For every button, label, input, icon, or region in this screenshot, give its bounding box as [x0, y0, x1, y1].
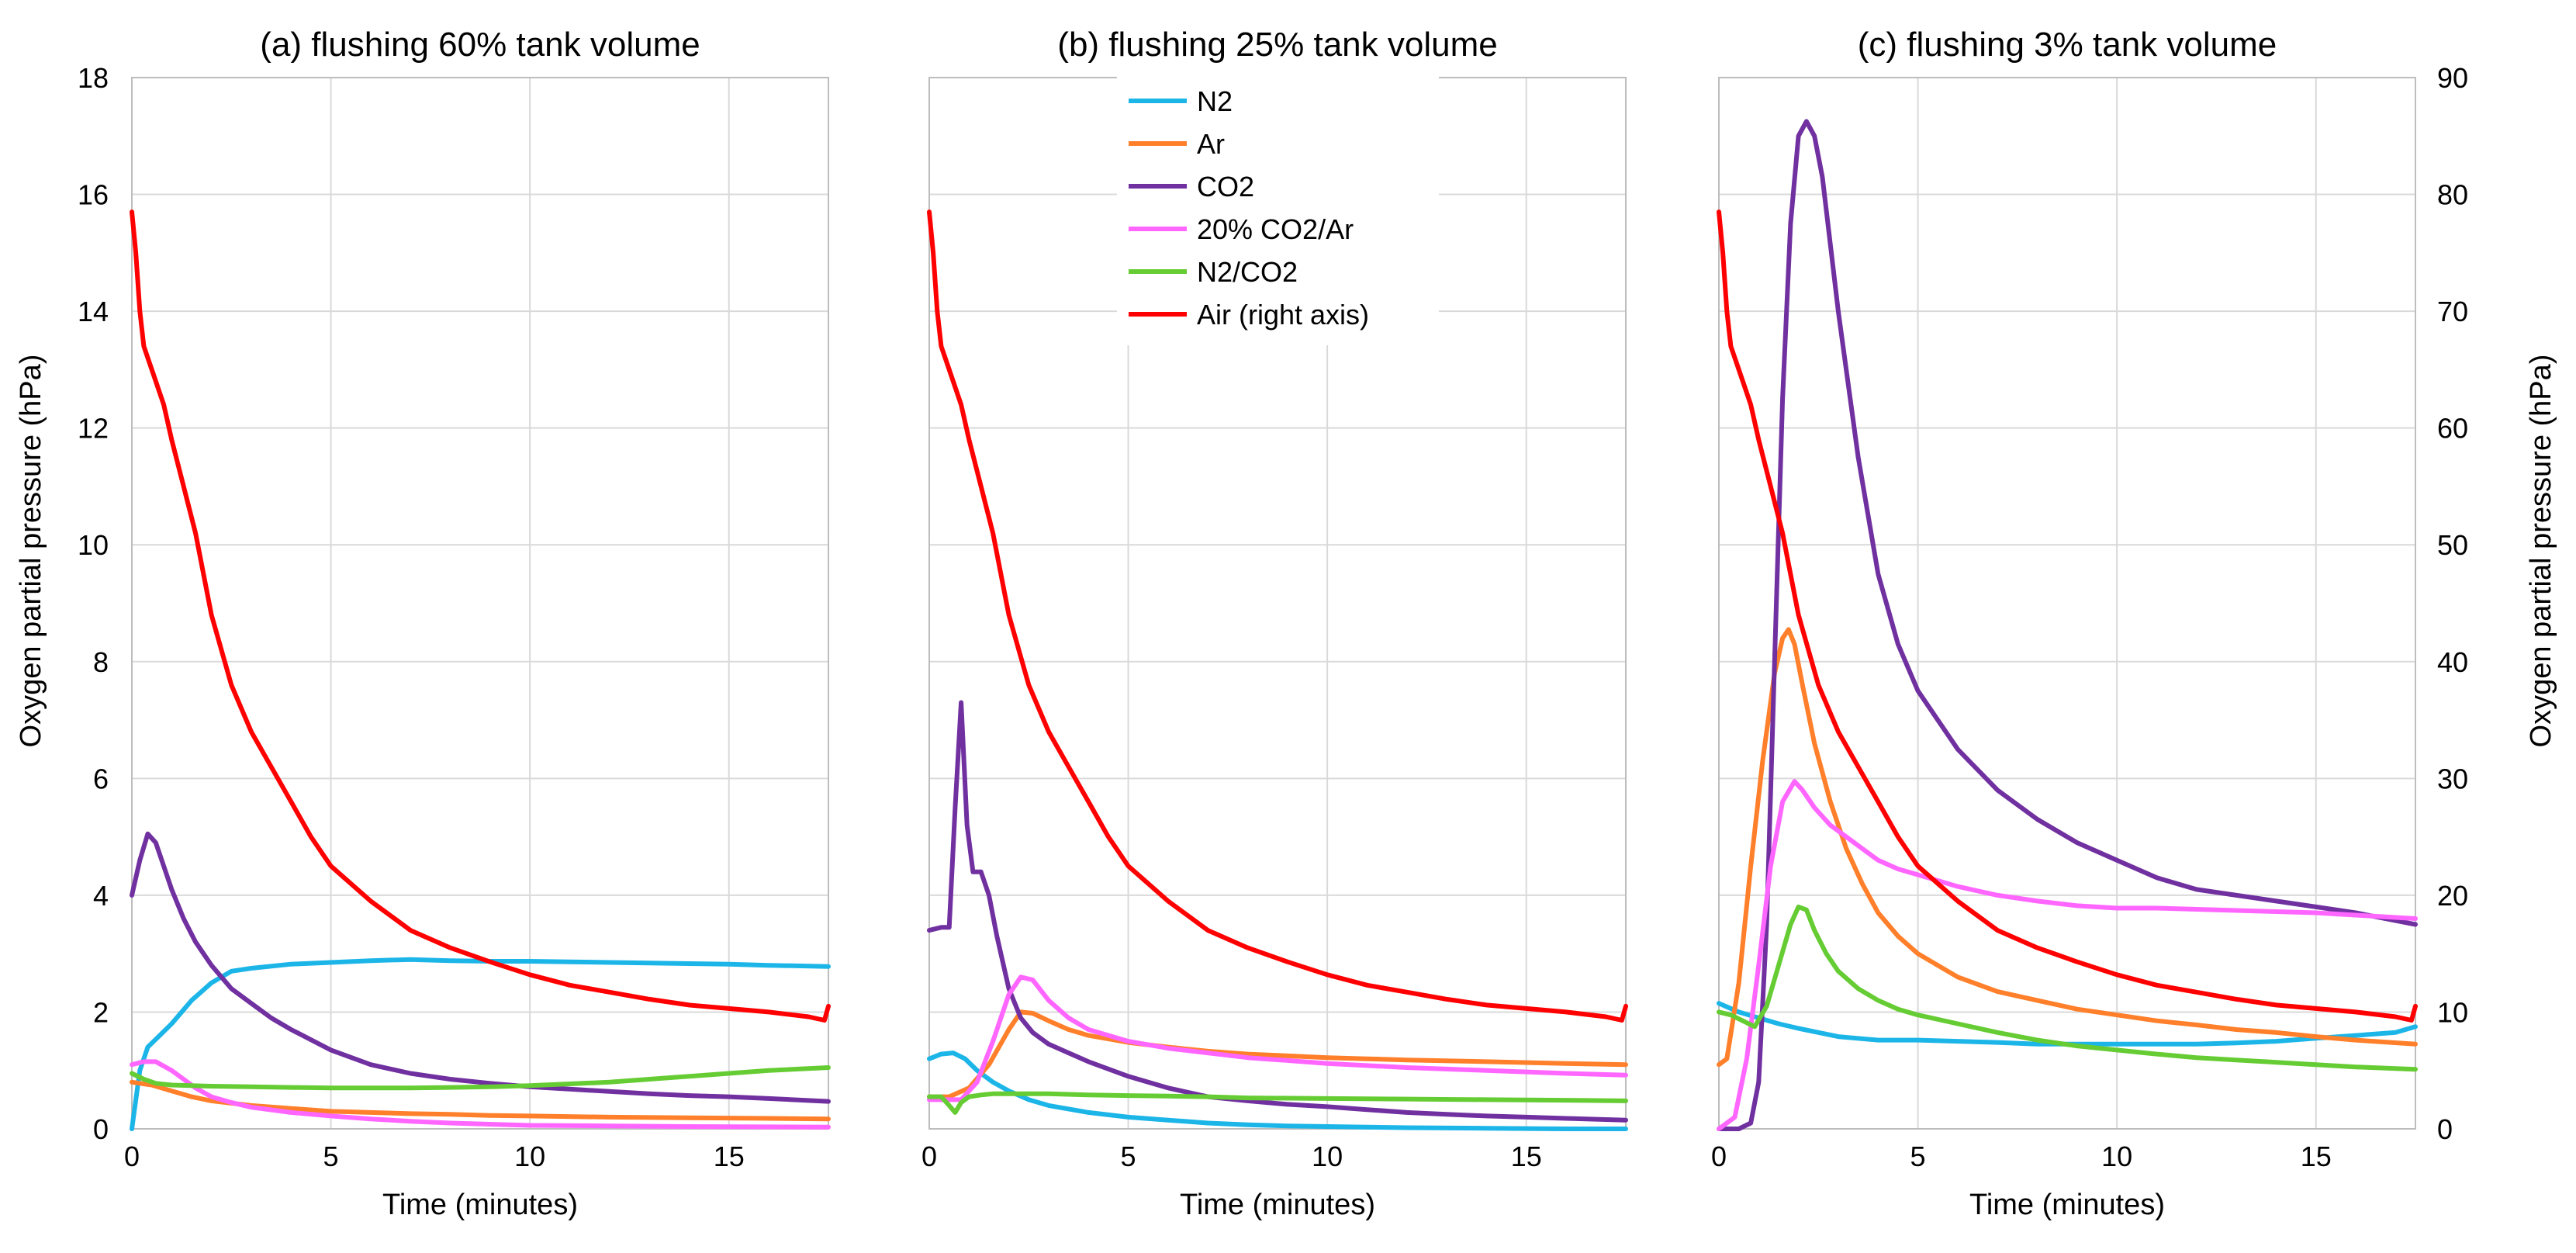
series-line-co2 — [927, 700, 1628, 1123]
series-line-air — [927, 209, 1628, 1023]
x-axis-label: Time (minutes) — [1180, 1189, 1375, 1221]
panel-3: (c) flushing 3% tank volume 0 5 10 15 Time (m… — [1711, 26, 2468, 1221]
x-tick-label: 15 — [1511, 1141, 1542, 1172]
y-tick-label-right: 60 — [2437, 413, 2468, 445]
y-tick-label-right: 20 — [2437, 880, 2468, 912]
y-tick-label-left: 6 — [93, 763, 109, 794]
panel-title: (b) flushing 25% tank volume — [1057, 26, 1497, 64]
x-axis-label: Time (minutes) — [1969, 1189, 2165, 1221]
legend-background — [1117, 74, 1439, 345]
series-line-n2 — [1717, 1001, 2418, 1047]
series-line-co2ar — [130, 1059, 831, 1130]
x-tick-label: 10 — [2101, 1141, 2132, 1172]
x-tick-label: 0 — [124, 1141, 140, 1172]
series-line-co2ar — [927, 974, 1628, 1102]
series-line-n2 — [130, 957, 831, 1131]
series-line-n2co2 — [130, 1065, 831, 1091]
series-line-ar — [927, 1009, 1628, 1099]
x-tick-label: 5 — [1121, 1141, 1136, 1172]
y-tick-label-left: 8 — [93, 646, 109, 678]
series-line-n2co2 — [927, 1091, 1628, 1115]
x-tick-label: 0 — [1711, 1141, 1727, 1172]
series-line-n2 — [927, 1051, 1628, 1131]
series-line-co2 — [1717, 119, 2418, 1131]
y-tick-label-right: 40 — [2437, 646, 2468, 678]
y-tick-label-right: 0 — [2437, 1113, 2453, 1145]
y-tick-label-left: 2 — [93, 996, 109, 1028]
series-line-air — [1717, 209, 2418, 1023]
panels: (a) flushing 60% tank volume 0 5 10 15 Time (… — [78, 26, 2468, 1221]
plot-frame — [1718, 77, 2416, 1130]
x-tick-label: 5 — [323, 1141, 339, 1172]
y-tick-label-left: 4 — [93, 880, 109, 912]
y-tick-label-left: 16 — [78, 179, 109, 211]
y-tick-label-right: 50 — [2437, 529, 2468, 561]
x-tick-label: 15 — [714, 1141, 745, 1172]
y-tick-label-right: 90 — [2437, 62, 2468, 94]
y-axis-label-left: Oxygen partial pressure (hPa) — [15, 355, 47, 748]
legend: N2 Ar CO2 20% CO2/Ar N2/CO2 Air (right axis) — [1117, 74, 1439, 345]
series-line-co2 — [130, 831, 831, 1104]
series-line-n2co2 — [1717, 904, 2418, 1072]
y-tick-label-left: 10 — [78, 529, 109, 561]
panel-title: (a) flushing 60% tank volume — [260, 26, 700, 64]
x-tick-label: 10 — [514, 1141, 545, 1172]
legend-entry: 20% CO2/Ar — [1197, 213, 1354, 245]
series-line-co2ar — [1717, 779, 2418, 1131]
y-axis-label-right: Oxygen partial pressure (hPa) — [2525, 355, 2557, 748]
panel-title: (c) flushing 3% tank volume — [1858, 26, 2277, 64]
series-line-air — [130, 209, 831, 1023]
x-tick-label: 5 — [1910, 1141, 1926, 1172]
y-tick-label-left: 0 — [93, 1113, 109, 1145]
x-tick-label: 10 — [1312, 1141, 1343, 1172]
y-tick-label-left: 12 — [78, 413, 109, 445]
x-tick-label: 0 — [921, 1141, 937, 1172]
y-tick-label-left: 14 — [78, 296, 109, 327]
y-tick-label-right: 80 — [2437, 179, 2468, 211]
y-tick-label-right: 70 — [2437, 296, 2468, 327]
x-tick-label: 15 — [2301, 1141, 2332, 1172]
legend-entry: N2/CO2 — [1197, 256, 1298, 288]
x-axis-label: Time (minutes) — [382, 1189, 578, 1221]
legend-entry: N2 — [1197, 85, 1233, 117]
y-tick-label-right: 30 — [2437, 763, 2468, 794]
y-tick-label-left: 18 — [78, 62, 109, 94]
plot-frame — [131, 77, 829, 1130]
legend-entry: Ar — [1197, 128, 1225, 160]
legend-entry: CO2 — [1197, 171, 1254, 202]
panel-2: (b) flushing 25% tank volume 0 5 10 15 Time (… — [921, 26, 1628, 1221]
series-line-ar — [1717, 627, 2418, 1068]
series-line-ar — [130, 1079, 831, 1122]
y-tick-label-right: 10 — [2437, 996, 2468, 1028]
legend-entry: Air (right axis) — [1197, 299, 1369, 331]
panel-1: (a) flushing 60% tank volume 0 5 10 15 Time (… — [78, 26, 831, 1221]
